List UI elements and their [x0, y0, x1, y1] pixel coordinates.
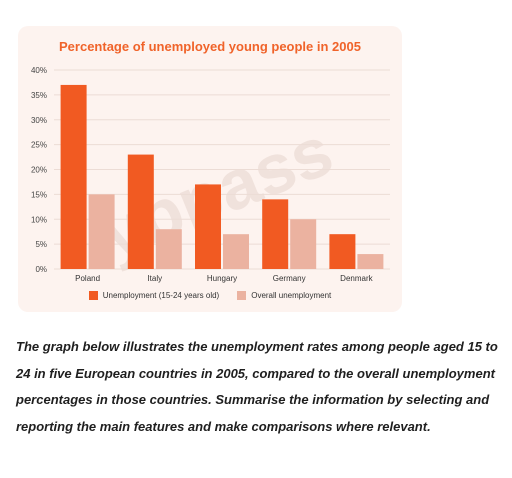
y-tick-label: 5% — [35, 240, 47, 249]
y-tick-label: 35% — [31, 91, 47, 100]
y-tick-label: 10% — [31, 215, 47, 224]
bar-italy-overall — [155, 229, 182, 269]
chart-title: Percentage of unemployed young people in… — [59, 39, 361, 54]
y-tick-label: 15% — [31, 190, 47, 199]
bar-denmark-overall — [357, 254, 384, 269]
x-tick-label: Poland — [75, 274, 100, 283]
x-tick-label: Germany — [273, 274, 306, 283]
bar-hungary-youth — [195, 184, 221, 269]
legend-item-youth: Unemployment (15-24 years old) — [88, 291, 220, 300]
bar-denmark-youth — [329, 234, 356, 269]
y-tick-label: 25% — [31, 141, 47, 150]
legend-label-youth: Unemployment (15-24 years old) — [102, 291, 220, 300]
x-tick-label: Italy — [147, 274, 162, 283]
bar-germany-overall — [290, 219, 317, 269]
task-prompt: The graph below illustrates the unemploy… — [16, 339, 498, 434]
chart-legend: Unemployment (15-24 years old) Overall u… — [18, 291, 402, 300]
legend-swatch-youth — [88, 291, 98, 300]
x-tick-label: Denmark — [340, 274, 373, 283]
bar-germany-youth — [262, 199, 289, 269]
y-tick-label: 20% — [31, 166, 47, 175]
bar-poland-overall — [88, 194, 115, 269]
legend-swatch-overall — [237, 291, 247, 300]
legend-label-overall: Overall unemployment — [251, 291, 332, 300]
bar-poland-youth — [60, 84, 87, 269]
y-tick-label: 0% — [35, 265, 47, 274]
x-tick-label: Hungary — [207, 274, 237, 283]
y-tick-label: 40% — [31, 66, 47, 75]
y-tick-label: 30% — [31, 116, 47, 125]
bar-italy-youth — [127, 154, 154, 269]
legend-item-overall: Overall unemployment — [237, 291, 331, 300]
bar-hungary-overall — [223, 234, 249, 269]
chart-card: ybpass0%5%10%15%20%25%30%35%40%PolandIta… — [18, 26, 402, 312]
chart-plot: ybpass0%5%10%15%20%25%30%35%40%PolandIta… — [31, 66, 390, 283]
